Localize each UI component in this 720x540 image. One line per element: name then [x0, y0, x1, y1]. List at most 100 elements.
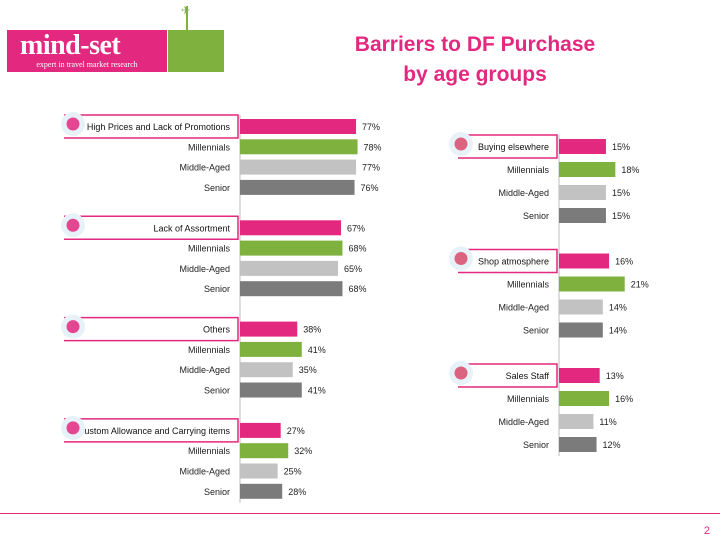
data-label: 16%	[615, 257, 633, 267]
row-label: Senior	[204, 386, 230, 396]
row-label: Senior	[204, 487, 230, 497]
bar	[559, 185, 606, 200]
suitcase-icon-glyph	[66, 421, 80, 435]
row-label: Millennials	[188, 244, 231, 254]
price-tag-icon-glyph	[66, 117, 80, 131]
shop-icon-glyph	[454, 252, 468, 265]
data-label: 15%	[612, 142, 630, 152]
bar	[240, 362, 293, 378]
bar	[240, 240, 343, 256]
data-label: 15%	[612, 188, 630, 198]
bar	[559, 162, 616, 177]
bar	[240, 119, 357, 134]
data-label: 28%	[288, 487, 306, 497]
bar	[559, 139, 606, 154]
row-label: Middle-Aged	[498, 303, 549, 313]
data-label: 68%	[348, 284, 366, 294]
page-number: 2	[703, 525, 710, 537]
group-bracket	[458, 248, 558, 274]
bar	[559, 322, 603, 338]
data-label: 15%	[612, 211, 630, 221]
group-bracket	[64, 215, 239, 241]
group-bracket	[458, 134, 558, 159]
group-bracket	[64, 316, 239, 342]
footer-divider	[0, 513, 720, 514]
bar	[240, 463, 278, 479]
row-label: Middle-Aged	[498, 417, 549, 427]
data-label: 67%	[347, 223, 365, 233]
logo-name: mind-set	[20, 30, 121, 61]
row-label: Millennials	[507, 165, 550, 175]
data-label: 78%	[364, 142, 382, 152]
bar	[559, 253, 610, 269]
group-label: Shop atmosphere	[478, 257, 549, 267]
bar	[240, 422, 281, 438]
data-label: 16%	[615, 394, 633, 404]
data-label: 38%	[303, 325, 321, 335]
bar	[559, 299, 603, 315]
data-label: 76%	[361, 183, 379, 193]
row-label: Middle-Aged	[179, 264, 230, 274]
group-bracket	[64, 114, 239, 139]
puzzle-icon-glyph	[66, 320, 80, 334]
bar	[240, 483, 283, 499]
row-label: Millennials	[188, 142, 231, 152]
group-label: Custom Allowance and Carrying items	[78, 426, 231, 436]
row-label: Senior	[523, 326, 549, 336]
group-label: High Prices and Lack of Promotions	[87, 122, 231, 132]
bar	[240, 139, 358, 155]
bar	[240, 260, 338, 276]
bar	[240, 179, 355, 195]
group-bracket	[64, 418, 239, 443]
bar	[240, 321, 298, 337]
logo	[7, 30, 167, 72]
bar	[559, 437, 597, 452]
data-label: 11%	[599, 417, 616, 427]
row-label: Senior	[523, 440, 549, 450]
group-label: Sales Staff	[506, 371, 550, 381]
bar	[559, 368, 600, 383]
bar	[559, 391, 610, 406]
logo-accent	[168, 30, 224, 72]
row-label: Middle-Aged	[179, 365, 230, 375]
bar	[559, 276, 625, 292]
data-label: 41%	[308, 386, 326, 396]
row-label: Senior	[204, 183, 230, 193]
logo-tagline: expert in travel market research	[36, 60, 138, 69]
bar	[559, 208, 606, 223]
data-label: 14%	[609, 303, 627, 313]
bar	[240, 382, 302, 398]
shopping-cart-icon-glyph	[454, 137, 468, 151]
row-label: Senior	[204, 284, 230, 294]
row-label: Middle-Aged	[498, 188, 549, 198]
group-bracket	[458, 363, 558, 388]
data-label: 32%	[294, 446, 312, 456]
bar	[240, 220, 341, 236]
page-title: Barriers to DF Purchase	[354, 33, 596, 56]
data-label: 25%	[284, 467, 302, 477]
bar	[240, 159, 357, 175]
group-label: Buying elsewhere	[478, 142, 549, 152]
data-label: 41%	[308, 345, 326, 355]
data-label: 12%	[603, 440, 621, 450]
data-label: 65%	[344, 264, 362, 274]
group-label: Others	[203, 325, 231, 335]
row-label: Middle-Aged	[179, 163, 230, 173]
bar	[559, 414, 594, 429]
data-label: 13%	[606, 371, 624, 381]
logo-plane-icon: ✈	[181, 5, 191, 17]
data-label: 27%	[287, 426, 305, 436]
row-label: Millennials	[507, 280, 550, 290]
data-label: 68%	[348, 244, 366, 254]
row-label: Millennials	[507, 394, 550, 404]
data-label: 77%	[362, 163, 380, 173]
data-label: 14%	[609, 326, 627, 336]
bar	[240, 443, 289, 459]
group-label: Lack of Assortment	[153, 223, 230, 233]
row-label: Middle-Aged	[179, 467, 230, 477]
sales-person-icon-glyph	[454, 366, 468, 380]
data-label: 18%	[621, 165, 639, 175]
row-label: Senior	[523, 211, 549, 221]
data-label: 77%	[362, 122, 380, 132]
